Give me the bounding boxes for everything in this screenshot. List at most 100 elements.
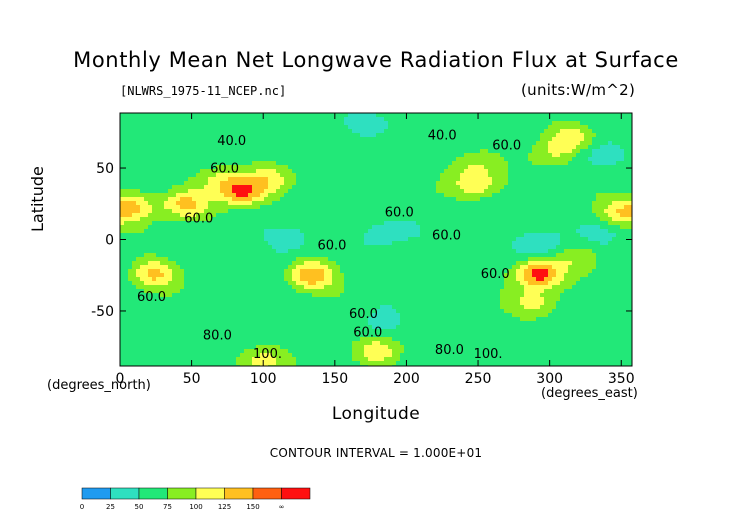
field-cell xyxy=(556,213,561,218)
field-cell xyxy=(160,229,165,234)
field-cell xyxy=(228,245,233,250)
field-cell xyxy=(588,125,593,130)
field-cell xyxy=(256,229,261,234)
field-cell xyxy=(448,213,453,218)
field-cell xyxy=(532,245,537,250)
field-cell xyxy=(508,245,513,250)
field-cell xyxy=(396,237,401,242)
field-cell xyxy=(560,213,565,218)
field-cell xyxy=(332,213,337,218)
field-cell xyxy=(544,245,549,250)
field-cell xyxy=(320,249,325,254)
field-cell xyxy=(184,113,189,118)
field-cell xyxy=(324,113,329,118)
field-cell xyxy=(520,141,525,146)
field-cell xyxy=(408,117,413,122)
field-cell xyxy=(544,201,549,206)
field-cell xyxy=(580,113,585,118)
field-cell xyxy=(264,113,269,118)
field-cell xyxy=(476,157,481,162)
field-cell xyxy=(420,129,425,134)
field-cell xyxy=(616,197,621,202)
field-cell xyxy=(124,245,129,250)
field-cell xyxy=(628,173,632,178)
field-cell xyxy=(476,129,481,134)
field-cell xyxy=(480,185,485,190)
field-cell xyxy=(520,133,525,138)
field-cell xyxy=(456,245,461,250)
field-cell xyxy=(316,141,321,146)
field-cell xyxy=(576,141,581,146)
field-cell xyxy=(612,113,617,118)
field-cell xyxy=(616,157,621,162)
field-cell xyxy=(376,117,381,122)
field-cell xyxy=(328,209,333,214)
field-cell xyxy=(284,221,289,226)
field-cell xyxy=(316,229,321,234)
field-cell xyxy=(588,233,593,238)
field-cell xyxy=(360,245,365,250)
field-cell xyxy=(540,145,545,150)
field-cell xyxy=(156,205,161,210)
field-cell xyxy=(120,165,125,170)
field-cell xyxy=(492,213,497,218)
field-cell xyxy=(568,141,573,146)
field-cell xyxy=(316,217,321,222)
field-cell xyxy=(404,233,409,238)
field-cell xyxy=(560,149,565,154)
field-cell xyxy=(628,209,632,214)
field-cell xyxy=(476,125,481,130)
field-cell xyxy=(488,173,493,178)
field-cell xyxy=(508,229,513,234)
field-cell xyxy=(564,201,569,206)
field-cell xyxy=(592,189,597,194)
field-cell xyxy=(300,221,305,226)
field-cell xyxy=(596,205,601,210)
field-cell xyxy=(132,125,137,130)
field-cell xyxy=(184,193,189,198)
field-cell xyxy=(472,225,477,230)
field-cell xyxy=(316,133,321,138)
field-cell xyxy=(208,225,213,230)
field-cell xyxy=(328,217,333,222)
field-cell xyxy=(244,133,249,138)
field-cell xyxy=(276,185,281,190)
field-cell xyxy=(560,113,565,118)
field-cell xyxy=(160,241,165,246)
field-cell xyxy=(360,173,365,178)
field-cell xyxy=(552,257,557,262)
field-cell xyxy=(496,241,501,246)
field-cell xyxy=(492,249,497,254)
field-cell xyxy=(604,253,609,258)
field-cell xyxy=(492,225,497,230)
field-cell xyxy=(120,173,125,178)
field-cell xyxy=(560,221,565,226)
field-cell xyxy=(340,265,345,270)
field-cell xyxy=(264,165,269,170)
field-cell xyxy=(604,141,609,146)
field-cell xyxy=(212,185,217,190)
field-cell xyxy=(212,257,217,262)
field-cell xyxy=(476,173,481,178)
field-cell xyxy=(616,153,621,158)
field-cell xyxy=(584,189,589,194)
field-cell xyxy=(164,265,169,270)
field-cell xyxy=(492,237,497,242)
field-cell xyxy=(344,197,349,202)
field-cell xyxy=(508,193,513,198)
field-cell xyxy=(252,221,257,226)
field-cell xyxy=(564,145,569,150)
field-cell xyxy=(472,149,477,154)
field-cell xyxy=(364,205,369,210)
field-cell xyxy=(184,153,189,158)
field-cell xyxy=(288,253,293,258)
field-cell xyxy=(372,237,377,242)
field-cell xyxy=(236,249,241,254)
field-cell xyxy=(320,225,325,230)
field-cell xyxy=(312,193,317,198)
field-cell xyxy=(440,253,445,258)
field-cell xyxy=(304,177,309,182)
field-cell xyxy=(520,113,525,118)
field-cell xyxy=(628,201,632,206)
field-cell xyxy=(592,129,597,134)
